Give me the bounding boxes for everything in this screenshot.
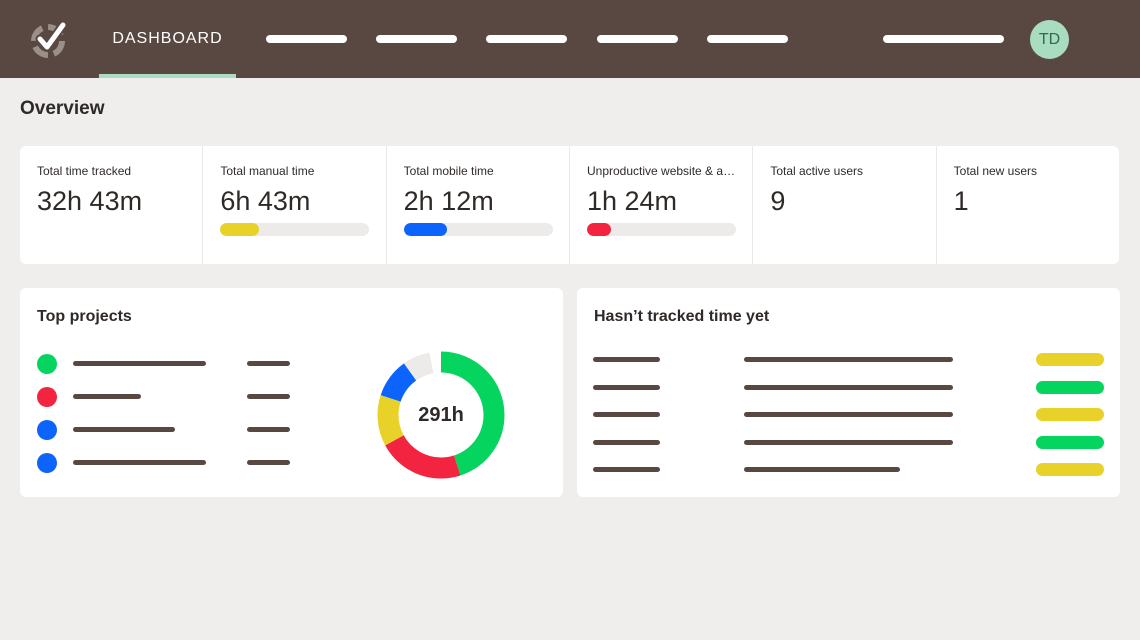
nav-item-placeholder-2[interactable]	[376, 35, 457, 43]
project-row[interactable]	[20, 420, 350, 440]
status-pill	[1036, 353, 1104, 366]
avatar-initials: TD	[1038, 30, 1061, 48]
not-tracked-card: Hasn’t tracked time yet	[577, 288, 1120, 497]
project-name-placeholder	[73, 394, 141, 399]
progress-fill	[220, 223, 260, 236]
project-color-dot	[37, 420, 57, 440]
project-color-dot	[37, 354, 57, 374]
stat-value: 6h 43m	[220, 186, 311, 216]
donut-total-label: 291h	[418, 403, 464, 426]
stat-unproductive-time[interactable]: Unproductive website & ap... 1h 24m	[570, 146, 754, 264]
donut-segment-2[interactable]	[377, 351, 505, 479]
tab-dashboard[interactable]: DASHBOARD	[99, 0, 236, 78]
overview-stats-card: Total time tracked 32h 43m Total manual …	[20, 146, 1119, 264]
project-name-placeholder	[73, 427, 175, 432]
app-logo-icon[interactable]	[28, 17, 72, 61]
project-color-dot	[37, 387, 57, 407]
user-row[interactable]	[577, 353, 1120, 367]
user-name-placeholder	[593, 440, 660, 445]
project-hours-placeholder	[247, 394, 290, 399]
stat-value: 32h 43m	[37, 186, 143, 216]
top-projects-card: Top projects 291h	[20, 288, 563, 497]
card-title: Hasn’t tracked time yet	[594, 308, 770, 325]
stat-label: Total new users	[953, 164, 1038, 178]
stat-total-time-tracked[interactable]: Total time tracked 32h 43m	[20, 146, 204, 264]
nav-item-placeholder-4[interactable]	[597, 35, 678, 43]
progress-fill	[403, 223, 447, 236]
user-row[interactable]	[577, 408, 1120, 422]
progress-bar	[586, 223, 736, 236]
tab-dashboard-label: DASHBOARD	[112, 30, 223, 47]
stat-total-new-users[interactable]: Total new users 1	[937, 146, 1119, 264]
donut-segment-1[interactable]	[377, 351, 505, 479]
user-row[interactable]	[577, 463, 1120, 477]
progress-bar	[220, 223, 370, 236]
user-row[interactable]	[577, 381, 1120, 395]
user-name-placeholder	[593, 357, 660, 362]
user-name-placeholder	[593, 412, 660, 417]
project-name-placeholder	[73, 460, 206, 465]
stat-value: 1	[953, 186, 969, 216]
user-detail-placeholder	[744, 385, 953, 390]
project-hours-placeholder	[247, 361, 290, 366]
projects-donut-chart[interactable]	[376, 350, 506, 480]
status-pill	[1036, 408, 1104, 421]
nav-item-placeholder-account[interactable]	[883, 35, 1004, 43]
donut-segment-3[interactable]	[377, 351, 505, 479]
user-name-placeholder	[593, 385, 660, 390]
user-name-placeholder	[593, 467, 660, 472]
progress-bar	[403, 223, 553, 236]
stat-label: Unproductive website & ap...	[586, 164, 736, 178]
user-detail-placeholder	[744, 467, 900, 472]
project-row[interactable]	[20, 387, 350, 407]
status-pill	[1036, 463, 1104, 476]
user-detail-placeholder	[744, 440, 953, 445]
stat-value: 1h 24m	[586, 186, 678, 216]
nav-item-placeholder-1[interactable]	[266, 35, 347, 43]
status-pill	[1036, 381, 1104, 394]
stat-label: Total time tracked	[37, 164, 132, 178]
stat-total-manual-time[interactable]: Total manual time 6h 43m	[203, 146, 387, 264]
stat-value: 9	[770, 186, 786, 216]
user-detail-placeholder	[744, 357, 953, 362]
page-title: Overview	[20, 98, 105, 119]
user-detail-placeholder	[744, 412, 953, 417]
top-navigation-bar: DASHBOARD TD	[0, 0, 1140, 78]
user-avatar[interactable]: TD	[1030, 20, 1069, 59]
card-title: Top projects	[37, 308, 132, 325]
stat-label: Total manual time	[220, 164, 315, 178]
progress-fill	[586, 223, 611, 236]
stat-label: Total mobile time	[403, 164, 494, 178]
project-hours-placeholder	[247, 427, 290, 432]
project-color-dot	[37, 453, 57, 473]
stat-label: Total active users	[770, 164, 864, 178]
stat-value: 2h 12m	[403, 186, 494, 216]
nav-item-placeholder-3[interactable]	[486, 35, 567, 43]
project-row[interactable]	[20, 354, 350, 374]
status-pill	[1036, 436, 1104, 449]
project-row[interactable]	[20, 453, 350, 473]
stat-total-active-users[interactable]: Total active users 9	[753, 146, 937, 264]
stat-total-mobile-time[interactable]: Total mobile time 2h 12m	[387, 146, 570, 264]
nav-item-placeholder-5[interactable]	[707, 35, 788, 43]
project-name-placeholder	[73, 361, 206, 366]
project-hours-placeholder	[247, 460, 290, 465]
user-row[interactable]	[577, 436, 1120, 450]
